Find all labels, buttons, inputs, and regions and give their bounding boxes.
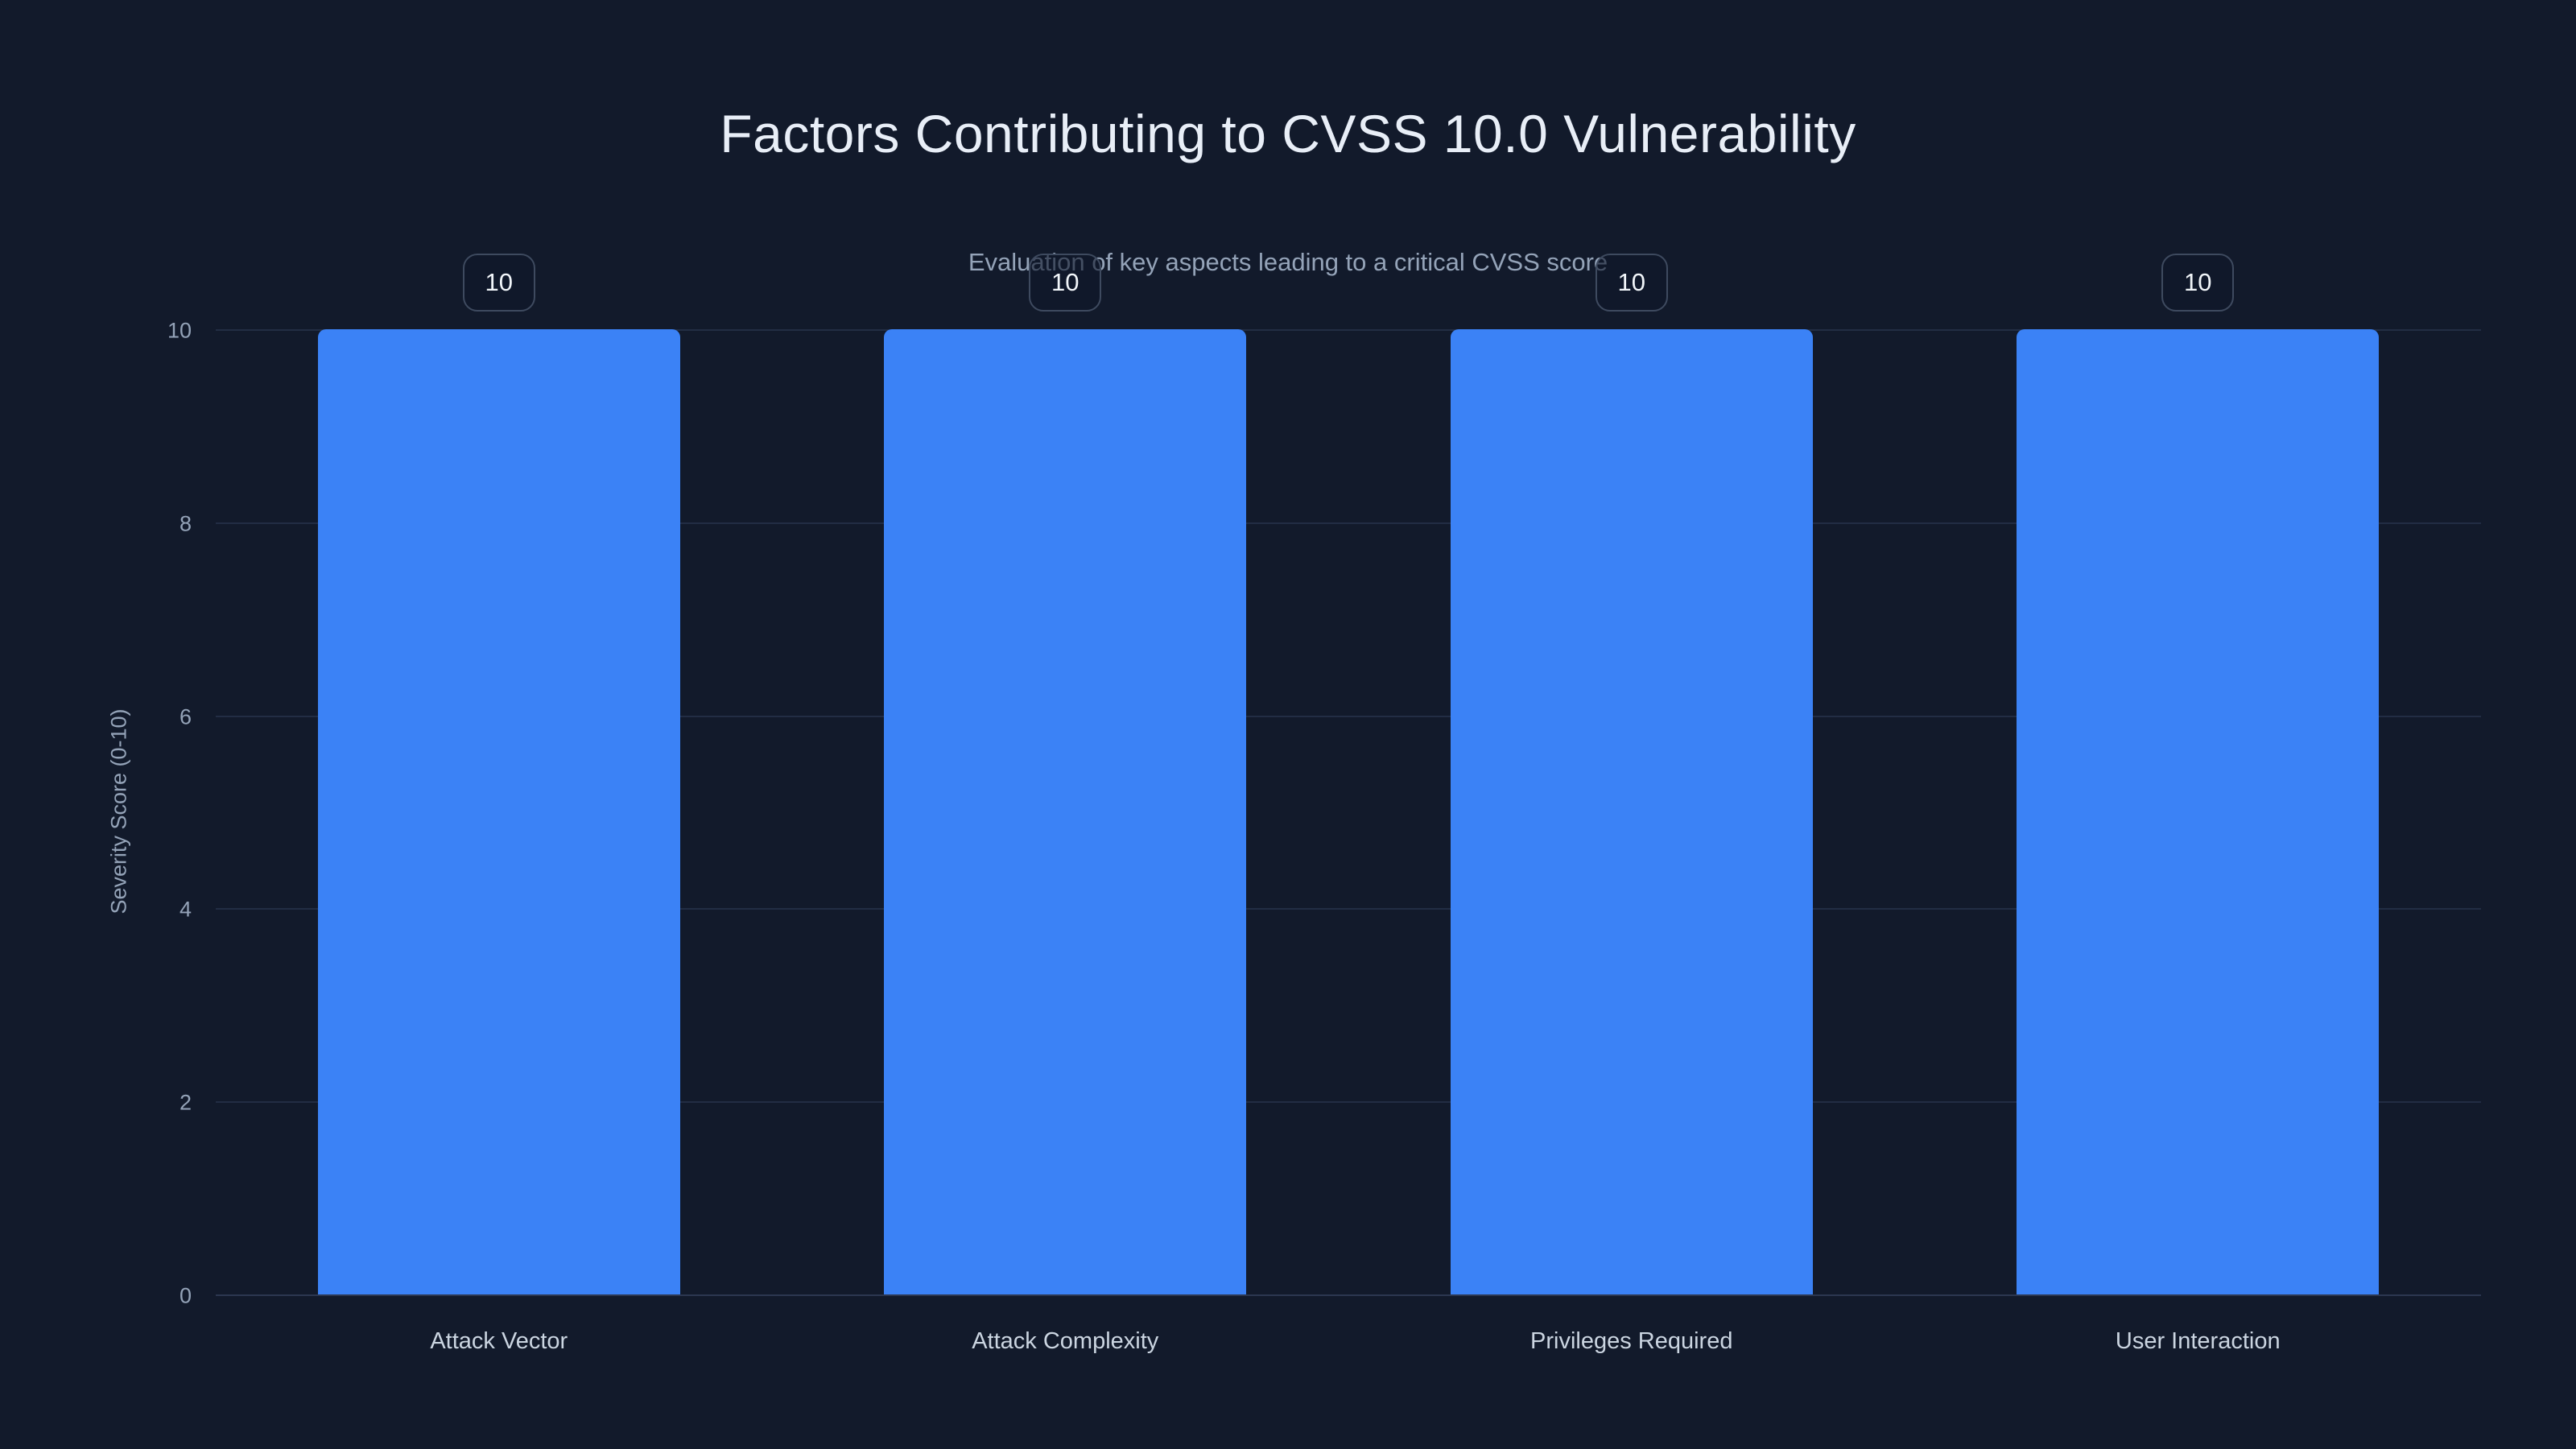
value-badge: 10 — [1595, 254, 1668, 312]
y-axis-title: Severity Score (0-10) — [106, 708, 131, 914]
gridline-8: 8 — [180, 511, 2481, 535]
gridline-4: 4 — [180, 898, 2481, 922]
bar-privileges-required[interactable]: 10 — [1450, 254, 1813, 1294]
y-tick-2: 2 — [179, 1090, 192, 1115]
bar-group-user-interaction: 10 User Interaction — [1915, 254, 2482, 1354]
bar-attack-vector[interactable]: 10 — [317, 254, 680, 1294]
gridline-10: 10 — [167, 319, 2481, 343]
y-tick-4: 4 — [179, 897, 192, 922]
bar-group-privileges-required: 10 Privileges Required — [1348, 254, 1915, 1354]
bar-attack-complexity[interactable]: 10 — [884, 254, 1247, 1294]
value-badge: 10 — [2161, 254, 2235, 312]
y-tick-8: 8 — [179, 511, 192, 536]
value-badge: 10 — [1029, 254, 1102, 312]
x-category-label: Attack Complexity — [972, 1328, 1159, 1354]
gridline-6: 6 — [180, 704, 2481, 729]
x-category-label: User Interaction — [2115, 1328, 2281, 1354]
x-category-label: Privileges Required — [1530, 1328, 1733, 1354]
value-badge: 10 — [462, 254, 535, 312]
plot-area: 10 8 6 4 2 0 10 Attack Vector 10 Attack … — [167, 254, 2482, 1354]
gridline-2: 2 — [180, 1091, 2481, 1115]
bar-user-interaction[interactable]: 10 — [2017, 254, 2380, 1294]
bar-group-attack-vector: 10 Attack Vector — [216, 254, 782, 1354]
x-axis-baseline: 0 — [180, 1284, 2481, 1308]
chart-title: Factors Contributing to CVSS 10.0 Vulner… — [720, 104, 1856, 163]
y-tick-0: 0 — [179, 1283, 192, 1308]
y-tick-6: 6 — [179, 704, 192, 729]
y-tick-10: 10 — [167, 318, 192, 343]
bar-group-attack-complexity: 10 Attack Complexity — [782, 254, 1349, 1354]
x-category-label: Attack Vector — [430, 1328, 568, 1354]
